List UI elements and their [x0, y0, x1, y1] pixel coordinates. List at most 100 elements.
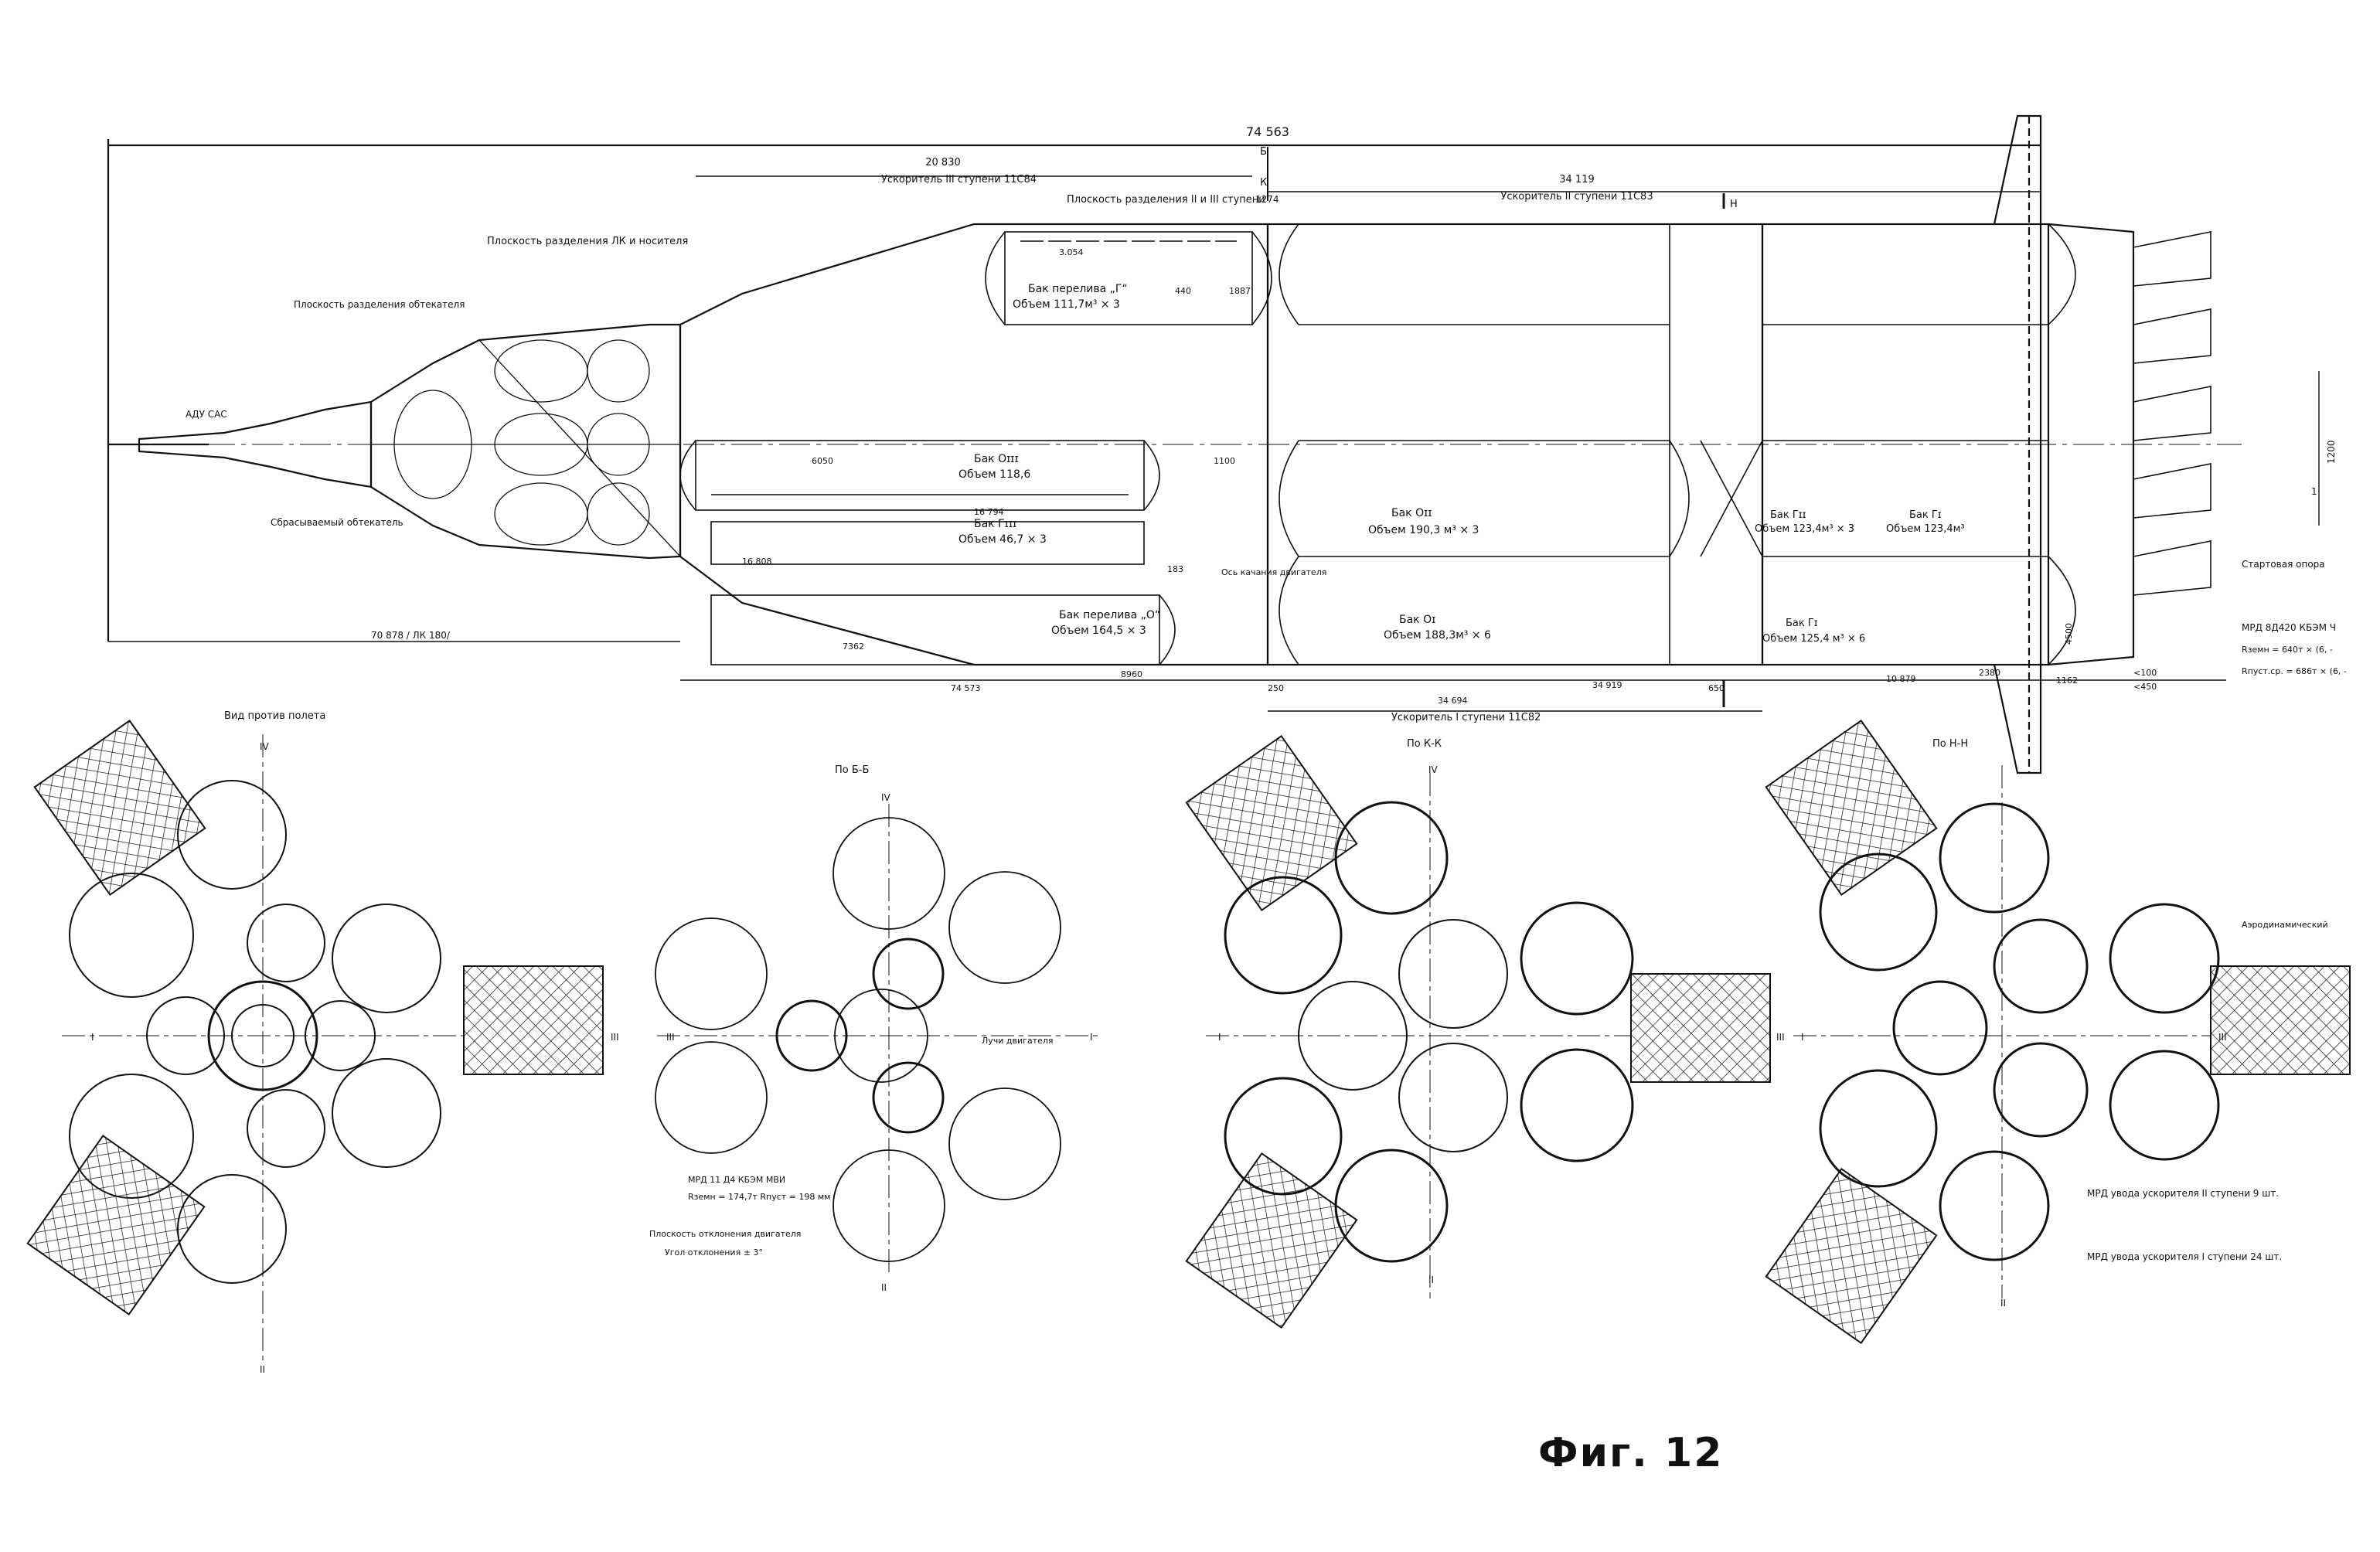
tank: [69, 873, 194, 998]
view-section-n: [1765, 719, 2351, 1345]
dim-2380-label: 2380: [1979, 668, 2000, 678]
dim-16794-label: 16 794: [974, 507, 1004, 517]
mark-i-label: 1: [2311, 486, 2317, 497]
stabilizer-lower-left: [26, 1135, 206, 1315]
note-i: МРД увода ускорителя I ступени 24 шт.: [2087, 1251, 2282, 1262]
tank-center: [1298, 981, 1408, 1091]
dim-1887-label: 1887: [1229, 286, 1251, 296]
dim-74573-label: 74 573: [951, 683, 981, 693]
dim-8960-label: 8960: [1121, 669, 1142, 679]
roman-left: I: [1218, 1032, 1221, 1043]
lk-sep-label: Плоскость разделения ЛК и носителя: [487, 236, 688, 247]
roman-right: III: [1776, 1032, 1785, 1043]
tank: [1819, 1069, 1938, 1188]
dim-second-label: 34 119: [1559, 174, 1595, 185]
roman-bottom: II: [1428, 1275, 1434, 1285]
tank-o-ii-vol: Объем 190,3 м³ × 3: [1368, 524, 1479, 536]
tank-g-i-b-vol: Объем 123,4м³: [1886, 523, 1965, 535]
engine-spec-2: Rземн = 174,7т Rпуст = 198 мм: [688, 1192, 830, 1202]
section-n-mark: Н: [1730, 199, 1738, 210]
third-stage-tanks: [679, 231, 1272, 665]
tank: [1224, 1077, 1343, 1196]
tank-g-ii-label: Бак Гɪɪ: [1770, 509, 1806, 521]
dim-440-label: 440: [1175, 286, 1191, 296]
third-stage-label: Ускоритель III ступени 11С84: [881, 174, 1037, 185]
tank-center: [1398, 1043, 1508, 1152]
figure-title: Фиг. 12: [1538, 1430, 1724, 1476]
tank-o-iii-vol: Объем 118,6: [958, 468, 1030, 481]
tank-o-transfer-vol: Объем 164,5 × 3: [1051, 625, 1146, 637]
view-title: По Б-Б: [835, 764, 869, 776]
tank-g-i-label: Бак Гɪ: [1786, 618, 1818, 629]
roman-top: IV: [1428, 764, 1439, 775]
overall-length-label: 74 563: [1246, 124, 1289, 139]
dim-4500-label: 4500: [2064, 623, 2074, 645]
roman-left: I: [91, 1032, 94, 1043]
tank: [1939, 1150, 2050, 1261]
view-title: По К-К: [1407, 738, 1442, 750]
tank: [1939, 802, 2050, 914]
dim-650-label: 650: [1708, 683, 1725, 693]
stabilizer-upper-left: [1185, 734, 1358, 912]
lk-fairing: [369, 323, 682, 560]
view-section-n-labels: По Н-Н I III II Аэродинамический МРД уво…: [1801, 738, 2328, 1309]
roman-bottom: II: [2000, 1298, 2006, 1309]
tank-g-i-vol: Объем 125,4 м³ × 6: [1762, 633, 1865, 645]
roman-right: I: [1090, 1032, 1093, 1043]
tank: [1520, 901, 1634, 1016]
tank: [948, 871, 1061, 984]
roman-bottom: II: [260, 1364, 265, 1375]
stabilizer-upper-left: [1765, 719, 1938, 897]
tank-o-i-vol: Объем 188,3м³ × 6: [1384, 629, 1491, 642]
section-b-mark: Б: [1260, 146, 1267, 158]
tank-center: [1993, 1042, 2089, 1138]
roman-bottom: II: [881, 1282, 887, 1293]
engine-nozzles: [2133, 231, 2211, 596]
note-aero: Аэродинамический: [2242, 920, 2328, 930]
tank: [177, 1174, 287, 1284]
view-section-k: [1185, 734, 1771, 1329]
jettison-fairing-label: Сбрасываемый обтекатель: [271, 517, 403, 528]
tank-small: [247, 1089, 325, 1168]
note-angle: Угол отклонения ± 3°: [665, 1247, 763, 1258]
note-ii: МРД увода ускорителя II ступени 9 шт.: [2087, 1188, 2279, 1199]
dim-100-label: <100: [2133, 668, 2157, 678]
tank-center: [1398, 919, 1508, 1029]
stabilizer-upper-left: [33, 719, 206, 897]
tank: [69, 1074, 194, 1199]
roman-right: III: [2218, 1032, 2227, 1043]
tank: [332, 904, 441, 1013]
dim-1162-label: 1162: [2056, 676, 2078, 686]
dim-6050-label: 6050: [812, 456, 833, 466]
start-support-label: Стартовая опора: [2242, 559, 2325, 570]
stabilizer-lower-left: [1185, 1152, 1358, 1329]
tank-small: [247, 904, 325, 982]
roman-right: III: [611, 1032, 619, 1043]
tank: [655, 1041, 768, 1154]
sep-plane-label: Плоскость разделения II и III ступени: [1067, 194, 1265, 206]
dim-10879-label: 10 879: [1886, 674, 1916, 684]
dim-34919-label: 34 919: [1592, 680, 1622, 690]
tank: [1334, 1149, 1449, 1263]
tank-o-i-label: Бак Оɪ: [1399, 614, 1435, 626]
tank: [1334, 801, 1449, 915]
tank: [655, 917, 768, 1030]
second-stage-label: Ускоритель II ступени 11С83: [1500, 191, 1653, 203]
dim-34694-label: 34 694: [1438, 696, 1468, 706]
engine-spec-1: МРД 11 Д4 КБЭМ МВИ: [688, 1175, 785, 1185]
view-title: Вид против полета: [224, 710, 325, 722]
tank: [2109, 1050, 2220, 1161]
tank-center: [1892, 980, 1988, 1076]
tank: [1819, 853, 1938, 972]
tank-g-top-vol: Объем 111,7м³ × 3: [1013, 298, 1120, 311]
tank: [177, 780, 287, 890]
engine-label: МРД 8Д420 КБЭМ Ч: [2242, 622, 2336, 633]
tank-g-iii-label: Бак Гɪɪɪ: [974, 518, 1016, 530]
thrust-2-label: Rпуст.ср. = 686т × (6, -: [2242, 666, 2347, 676]
dim-left-bottom-label: 70 878 / ЛК 180/: [371, 630, 451, 641]
dim-7362-label: 7362: [843, 642, 864, 652]
tank: [948, 1087, 1061, 1200]
side-view-labels: 74 563 20 830 Ускоритель III ступени 11С…: [186, 124, 2347, 723]
dim-1100-label: 1100: [1214, 456, 1235, 466]
